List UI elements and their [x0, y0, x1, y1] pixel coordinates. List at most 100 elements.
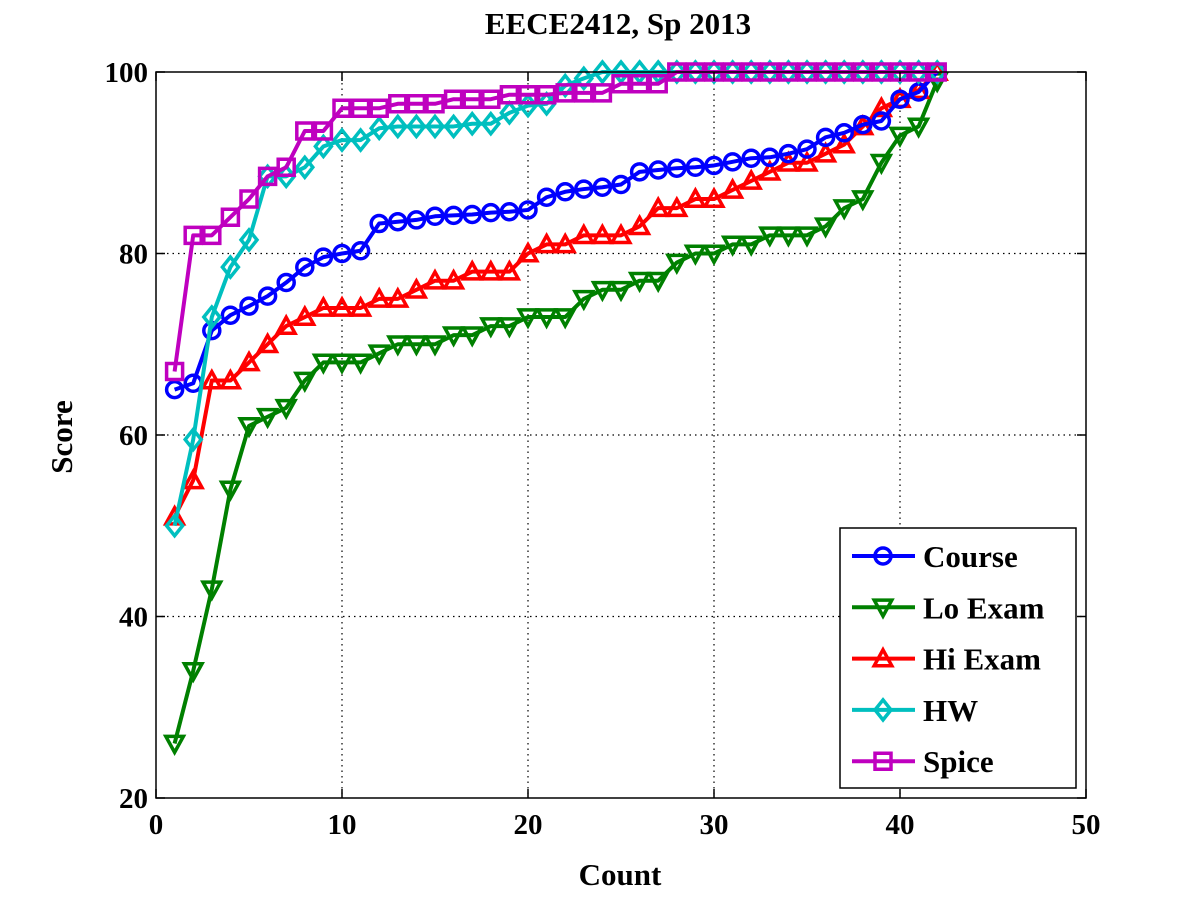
data-point [275, 163, 297, 190]
legend-marker [873, 546, 893, 566]
legend-entry: Hi Exam [852, 642, 1041, 677]
data-point [704, 62, 724, 82]
data-point [164, 379, 185, 400]
data-point [479, 259, 503, 281]
data-point [908, 59, 929, 85]
x-axis-label: Count [579, 857, 662, 892]
data-point [239, 296, 259, 316]
data-point [722, 62, 743, 82]
data-point [274, 313, 298, 336]
data-point [665, 253, 689, 276]
data-point [404, 277, 429, 299]
data-point [609, 222, 633, 245]
data-point [202, 225, 222, 246]
data-point [627, 271, 652, 294]
data-point [406, 113, 427, 140]
data-point [350, 127, 371, 153]
data-point [648, 74, 668, 94]
legend-entry: Spice [852, 744, 994, 779]
data-point [311, 295, 336, 317]
data-point [332, 98, 352, 119]
data-point [592, 59, 613, 85]
data-point [313, 133, 334, 160]
data-point [590, 280, 615, 303]
data-point [627, 213, 652, 236]
data-point [276, 157, 296, 178]
data-point [368, 115, 390, 142]
data-point [313, 121, 334, 141]
x-tick-label: 50 [1072, 809, 1101, 841]
data-point [497, 317, 522, 339]
data-point [536, 187, 557, 207]
data-point [218, 368, 243, 390]
y-axis-label: Score [44, 400, 79, 473]
data-point [220, 207, 241, 227]
data-point [424, 113, 446, 140]
data-point [534, 231, 559, 254]
data-point [758, 159, 782, 181]
data-point [294, 154, 316, 181]
data-point [813, 141, 838, 163]
ticks: 0 10 20 30 40 50 20 40 60 80 100 [105, 57, 1101, 841]
data-point [499, 84, 520, 105]
data-point [666, 59, 688, 85]
data-point [629, 162, 650, 182]
data-point [834, 62, 854, 82]
data-point [574, 83, 594, 103]
data-point [518, 84, 538, 105]
data-point [481, 89, 501, 109]
data-point [164, 361, 185, 382]
data-point [815, 62, 836, 82]
data-point [181, 662, 205, 684]
data-point [182, 426, 204, 453]
data-point [720, 177, 745, 199]
data-point [387, 113, 409, 140]
data-point [776, 226, 801, 248]
data-point [536, 90, 557, 117]
legend-label: Course [923, 539, 1018, 574]
data-point [555, 182, 575, 202]
data-point [646, 195, 670, 218]
series-hi-exam [162, 59, 949, 526]
legend-entry: Course [852, 539, 1018, 574]
data-point [423, 335, 447, 357]
legend-label: Lo Exam [923, 590, 1045, 625]
data-point [553, 231, 577, 254]
data-point [741, 148, 761, 168]
data-point [350, 98, 371, 119]
data-point [388, 94, 408, 114]
data-point [425, 94, 445, 114]
data-point [237, 416, 261, 439]
data-point [797, 62, 817, 82]
data-point [554, 72, 576, 99]
data-point [722, 152, 743, 172]
data-point [553, 308, 577, 330]
data-point [293, 371, 317, 393]
data-point [183, 225, 203, 246]
data-point [257, 286, 278, 306]
data-point [572, 289, 596, 312]
data-point [778, 143, 799, 164]
data-point [201, 304, 223, 330]
data-point [220, 254, 241, 280]
x-tick-label: 40 [886, 809, 915, 841]
data-point [367, 344, 391, 366]
data-point [516, 308, 540, 330]
data-point [295, 257, 315, 277]
data-point [795, 226, 819, 248]
data-point [869, 95, 894, 118]
data-point [702, 186, 726, 208]
data-point [481, 202, 501, 223]
data-point [200, 580, 224, 602]
data-point [609, 280, 633, 303]
data-point [778, 62, 799, 82]
data-point [162, 734, 187, 756]
data-point [499, 100, 520, 126]
data-point [683, 244, 708, 266]
x-tick-label: 0 [149, 809, 164, 841]
data-point [685, 59, 706, 85]
data-point [255, 407, 280, 430]
data-point [815, 127, 836, 148]
data-point [667, 158, 687, 178]
